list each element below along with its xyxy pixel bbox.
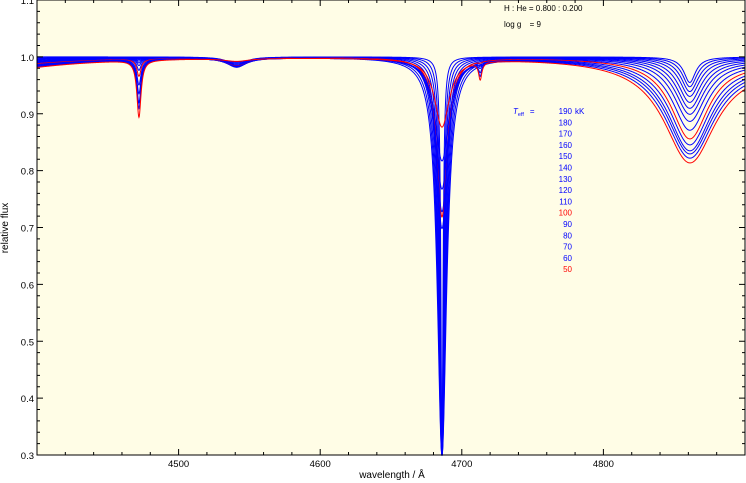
y-tick-label-0.8: 0.8 [21, 167, 34, 178]
y-tick-label-0.9: 0.9 [21, 110, 34, 121]
logg-value: = 9 [530, 20, 542, 29]
legend-entry-190: 190 [559, 107, 573, 116]
spectrum-curves [36, 56, 746, 456]
legend-entry-140: 140 [559, 164, 573, 173]
y-tick-label-0.4: 0.4 [21, 394, 34, 405]
y-tick-label-1.1: 1.1 [21, 0, 34, 7]
axes: 4500 4600 4700 4800 0.3 0.4 0.5 0.6 0.7 0.8 0.9 1.0… [21, 0, 746, 470]
legend-entry-160: 160 [559, 141, 573, 150]
legend-entry-50: 50 [563, 265, 572, 274]
series-line-50 [36, 57, 746, 164]
legend-entry-80: 80 [563, 231, 572, 240]
legend-entry-150: 150 [559, 152, 573, 161]
legend-entry-130: 130 [559, 175, 573, 184]
legend-unit: kK [575, 107, 585, 116]
legend-entry-170: 170 [559, 130, 573, 139]
legend-entry-100: 100 [559, 209, 573, 218]
legend-entry-120: 120 [559, 186, 573, 195]
y-tick-label-0.5: 0.5 [21, 337, 34, 348]
y-tick-label-0.6: 0.6 [21, 280, 34, 291]
plot-background [37, 0, 745, 455]
y-tick-label-1.0: 1.0 [21, 53, 34, 64]
x-tick-label-4600: 4600 [310, 459, 331, 470]
teff-equals: = [530, 107, 535, 116]
x-tick-label-4500: 4500 [168, 459, 189, 470]
legend: 190 180 170 160 150 140 130 120 110 100 90 80 70 60 50… [559, 107, 585, 274]
y-axis-title: relative flux [0, 203, 11, 254]
x-axis-title: wavelength / Å [358, 468, 425, 481]
abundance-annotation: H : He = 0.800 : 0.200 [504, 4, 583, 13]
logg-annotation: log g = 9 [504, 20, 541, 29]
y-tick-label-0.3: 0.3 [21, 451, 34, 462]
legend-entry-90: 90 [563, 220, 572, 229]
teff-symbol: T [513, 107, 519, 116]
x-tick-label-4800: 4800 [593, 459, 614, 470]
logg-label: log g [504, 20, 521, 29]
legend-entry-70: 70 [563, 243, 572, 252]
legend-entry-60: 60 [563, 254, 572, 263]
teff-subscript: eff [518, 112, 524, 118]
y-tick-label-0.7: 0.7 [21, 224, 34, 235]
legend-entry-180: 180 [559, 118, 573, 127]
teff-label: Teff = [513, 107, 535, 118]
x-tick-label-4700: 4700 [451, 459, 472, 470]
legend-entry-110: 110 [559, 197, 572, 206]
